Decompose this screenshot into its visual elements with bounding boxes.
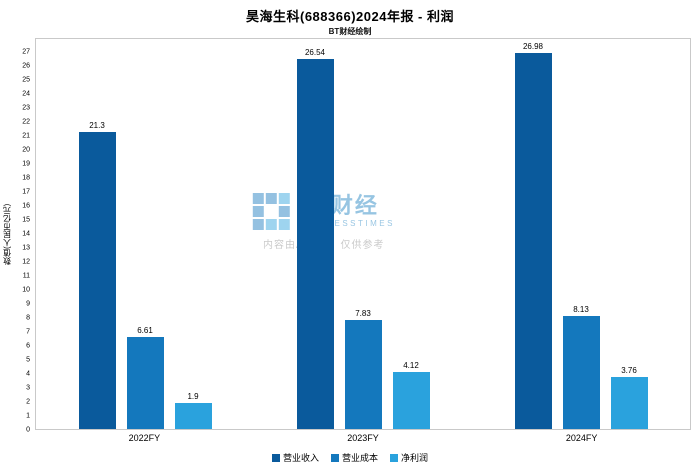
legend-item-营业收入: 营业收入 [271,451,319,464]
legend-swatch-icon [330,453,339,462]
bar-营业收入-2024FY: 26.98 [514,42,552,429]
bar-营业成本-2022FY: 6.61 [126,326,164,429]
y-tick-label: 26 [22,62,30,70]
y-tick-label: 20 [22,146,30,154]
bar-group-2023FY: 26.54 7.83 4.12 [254,39,472,429]
y-tick-label: 14 [22,230,30,238]
bar-group-2024FY: 26.98 8.13 3.76 [472,39,690,429]
y-tick-label: 16 [22,202,30,210]
bar-value-label: 1.9 [187,391,199,401]
y-tick-label: 21 [22,132,30,140]
bar-value-label: 3.76 [621,365,637,375]
y-tick-label: 4 [26,370,30,378]
legend-label: 营业收入 [282,453,319,463]
bar-value-label: 26.54 [304,48,326,58]
bar-净利润-2023FY: 4.12 [392,361,430,429]
y-tick-label: 3 [26,384,30,392]
x-tick-label: 2022FY [128,433,161,443]
legend-label: 营业成本 [341,453,378,463]
legend: 营业收入 营业成本 净利润 [0,451,700,464]
y-tick-label: 5 [26,356,30,364]
y-tick-label: 0 [26,426,30,434]
legend-swatch-icon [271,453,280,462]
y-tick-label: 19 [22,160,30,168]
y-tick-label: 13 [22,244,30,252]
bar-value-label: 8.13 [573,304,589,314]
bar-净利润-2024FY: 3.76 [610,366,648,429]
bar-营业成本-2023FY: 7.83 [344,309,382,429]
y-tick-label: 17 [22,188,30,196]
bar-value-label: 21.3 [89,121,105,131]
legend-swatch-icon [390,453,398,462]
plot-area: BT财经 BUSINESSTIMES 内容由AI生成，仅供参考 21.36.61… [35,38,691,430]
bar-value-label: 6.61 [137,325,153,335]
y-tick-label: 8 [26,314,30,322]
y-tick-label: 9 [26,300,30,308]
legend-item-营业成本: 营业成本 [330,451,378,464]
y-axis-label: 数值(人民币亿元) [2,203,12,265]
legend-label: 净利润 [401,453,429,463]
bar-营业成本-2024FY: 8.13 [562,305,600,429]
y-tick-label: 15 [22,216,30,224]
y-tick-label: 24 [22,90,30,98]
y-tick-label: 27 [22,48,30,56]
y-tick-label: 23 [22,104,30,112]
y-tick-label: 18 [22,174,30,182]
y-tick-label: 22 [22,118,30,126]
y-tick-label: 12 [22,258,30,266]
chart-subtitle: BT财经绘制 [328,27,372,36]
y-tick-label: 6 [26,342,30,350]
x-tick-label: 2024FY [565,433,598,443]
bar-value-label: 26.98 [522,42,544,52]
y-tick-label: 11 [22,272,30,280]
x-axis-ticks: 2022FY 2023FY 2024FY [35,433,691,443]
y-tick-label: 10 [22,286,30,294]
bar-value-label: 7.83 [355,308,371,318]
y-tick-label: 1 [26,412,30,420]
bar-营业收入-2023FY: 26.54 [296,48,334,429]
bar-group-2022FY: 21.3 6.61 1.9 [36,39,254,429]
y-axis-ticks: 0 1 2 3 4 5 6 7 8 9 10 11 12 13 14 15 16 17 18 19 20 21 22 23 24… [14,38,32,434]
y-tick-label: 2 [26,398,30,406]
bar-营业收入-2022FY: 21.3 [78,121,116,429]
y-tick-label: 7 [26,328,30,336]
bar-净利润-2022FY: 1.9 [174,392,212,429]
bar-groups: 21.3 6.61 1.9 26.54 7.83 4.12 26.98 8.13 3.76 [36,39,690,429]
bar-value-label: 4.12 [403,360,419,370]
x-tick-label: 2023FY [347,433,379,443]
legend-item-净利润: 净利润 [390,451,428,464]
chart-title: 昊海生科(688366)2024年报 - 利润 [245,9,454,24]
y-tick-label: 25 [22,76,30,84]
